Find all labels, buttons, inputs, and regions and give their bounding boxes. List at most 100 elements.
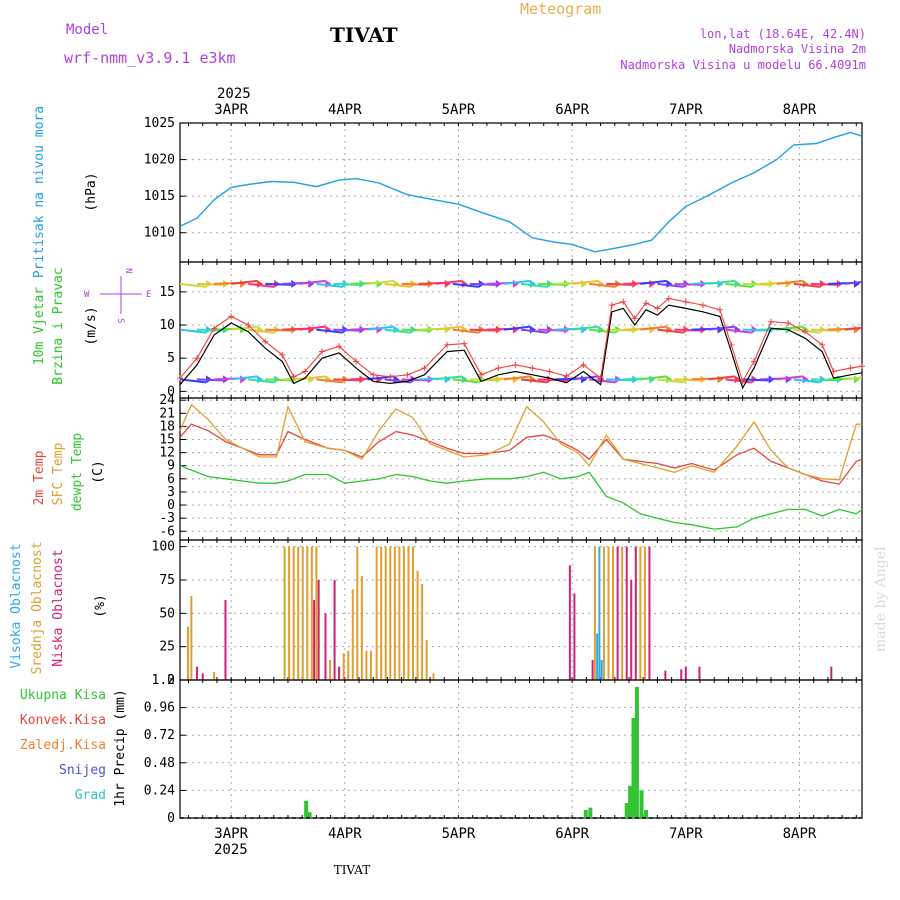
wind-gust-marker <box>302 368 309 375</box>
wind-gust-marker <box>785 320 792 327</box>
pressure-line <box>179 131 863 253</box>
wind-gust-marker <box>211 325 218 332</box>
ytick-label: 100 <box>152 540 175 555</box>
wind-barbs <box>180 279 877 384</box>
wind-gust-marker <box>336 343 343 350</box>
compass-e: E <box>146 290 151 300</box>
wind-barb <box>367 279 394 285</box>
wind-barb-head <box>308 375 315 384</box>
wind-barb <box>657 282 684 288</box>
wind-title: 10m Vjetar <box>32 287 47 365</box>
precip-bar <box>631 717 636 818</box>
ytick-label: 1.2 <box>152 673 175 688</box>
ytick-label: 0.96 <box>144 701 175 716</box>
low-cloud-label: Niska Oblacnost <box>51 549 66 666</box>
precip-bar <box>588 807 593 818</box>
wind-barb <box>197 378 224 382</box>
wind-gust-marker <box>802 328 809 335</box>
ytick-label: 50 <box>159 606 175 621</box>
wind-barb <box>810 282 837 286</box>
wind-gust-marker <box>546 368 553 375</box>
panel-frame <box>179 679 863 819</box>
precip-bar <box>583 809 588 818</box>
wind-barb-head <box>802 279 809 288</box>
wind-gust-marker <box>654 305 661 312</box>
wind-gust-marker <box>608 302 615 309</box>
wind-gust-marker <box>620 298 627 305</box>
wind-barb <box>333 328 360 332</box>
wind-barb-head <box>581 279 588 288</box>
wind-barb <box>810 378 837 382</box>
bottom-day-label: 3APR <box>214 826 248 842</box>
wind-barb <box>606 282 633 286</box>
wind-barb <box>248 328 275 334</box>
ytick-label: 3 <box>167 485 175 500</box>
precip-bar <box>639 790 644 818</box>
wind-barb-head <box>325 325 332 334</box>
precip-frz-label: Zaledj.Kisa <box>20 738 106 753</box>
wind-gust-marker <box>529 365 536 372</box>
wind-gust-marker <box>739 378 746 385</box>
ytick-label: -3 <box>159 511 175 526</box>
wind-gust-marker <box>319 348 326 355</box>
precip-bar <box>307 812 312 818</box>
wind-gust-marker <box>728 341 735 348</box>
wind-barb <box>776 279 803 285</box>
wind-barb-head <box>598 279 605 288</box>
station-title: TIVAT <box>330 23 398 47</box>
wind-barb <box>401 282 428 286</box>
precip-bar <box>304 800 309 818</box>
wind-barb-head <box>666 325 673 334</box>
wind-barb <box>742 328 769 332</box>
wind-barb-head <box>512 375 519 384</box>
wind-barb <box>435 375 462 381</box>
wind-subtitle: Brzina i Pravac <box>51 267 66 384</box>
wind-gust-marker <box>177 375 183 382</box>
wind-barb-head <box>308 279 315 288</box>
wind-barb <box>231 279 258 285</box>
ytick-label: 0 <box>167 384 175 399</box>
wind-barb-head <box>529 325 536 334</box>
ytick-label: 5 <box>167 351 175 366</box>
panel-frame <box>179 539 863 681</box>
wind-barb <box>384 328 411 334</box>
wind-gust-marker <box>859 363 865 370</box>
wind-barb <box>231 375 258 381</box>
bottom-day-label: 6APR <box>555 826 589 842</box>
wind-barb-head <box>376 279 383 288</box>
wind-compass: N W E S <box>84 268 151 323</box>
top-day-label: 6APR <box>555 102 589 118</box>
ytick-label: 25 <box>159 640 175 655</box>
wind-gust-marker <box>512 361 519 368</box>
wind-barb-head <box>512 325 519 334</box>
bottom-day-label: 5APR <box>442 826 476 842</box>
mid-cloud-label: Srednja Oblacnost <box>30 541 45 674</box>
wind-gust-marker <box>404 371 411 378</box>
precip-bar <box>634 686 639 818</box>
wind-barb <box>520 378 548 384</box>
precip-ylabel: 1hr Precip (mm) <box>113 689 128 806</box>
wind-barb <box>316 378 343 384</box>
wind-barb <box>469 378 496 382</box>
wind-gust-marker <box>597 375 604 382</box>
wind-barb-head <box>444 375 451 384</box>
ytick-label: 0 <box>167 498 175 513</box>
wind-barb-head <box>393 279 400 288</box>
wind-barb <box>606 328 633 332</box>
wind-barb <box>674 378 701 382</box>
wind-barb-head <box>325 279 332 288</box>
altitude-label: Nadmorska Visina 2m <box>729 42 866 56</box>
wind-barb-head <box>649 279 656 288</box>
sfctemp-line <box>179 403 862 481</box>
wind-gust-marker <box>421 365 428 372</box>
year-top-label: 2025 <box>217 86 251 102</box>
wind-barb-head <box>461 279 468 288</box>
wind-barb <box>503 325 531 331</box>
wind-gust-marker <box>631 315 638 322</box>
wind-barb-head <box>717 325 724 334</box>
wind-gust-marker <box>643 300 650 307</box>
wind-barb <box>606 378 633 382</box>
wind-barb <box>316 282 343 288</box>
wind-barb <box>197 328 224 332</box>
wind-barb-head <box>871 326 877 334</box>
